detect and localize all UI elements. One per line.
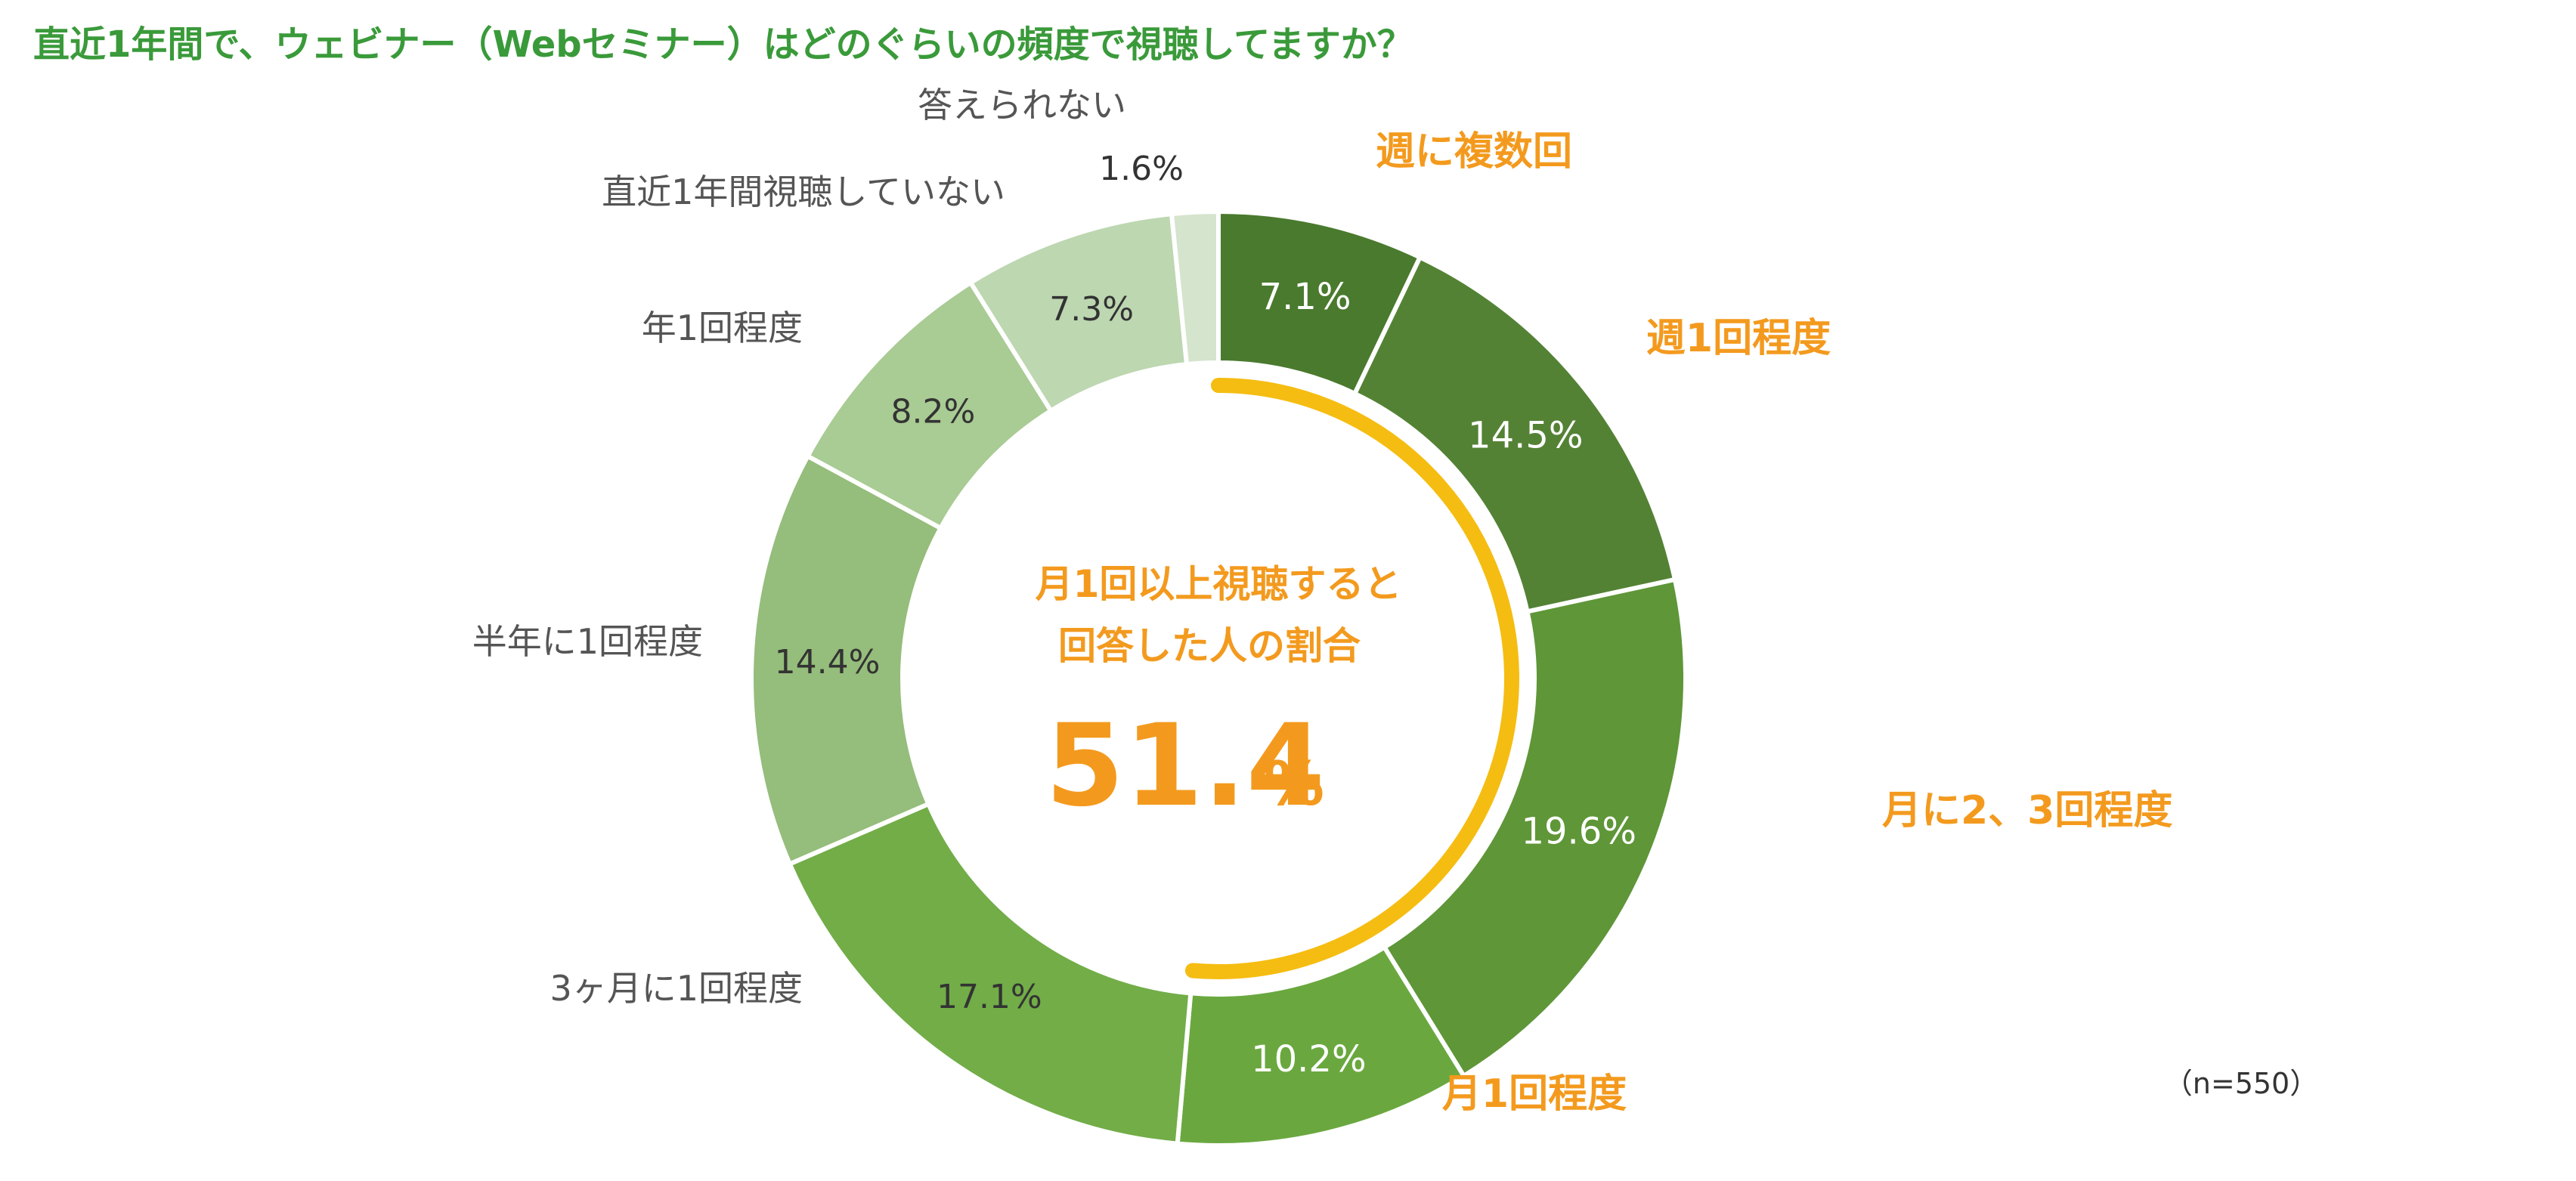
category-label-8: 直近1年間視聴していない xyxy=(602,172,1005,212)
value-label-1: 7.1% xyxy=(1259,276,1351,318)
category-label-2: 週1回程度 xyxy=(1646,316,1831,361)
value-label-9: 1.6% xyxy=(1099,150,1184,188)
slice-2 xyxy=(1351,254,1678,614)
value-labels-group: 7.1% 14.5% 19.6% 10.2% 17.1% 14.4% 8.2% 7.3% 1.6… xyxy=(775,150,1636,1081)
category-label-6: 半年に1回程度 xyxy=(472,621,703,662)
category-label-5: 3ヶ月に1回程度 xyxy=(550,968,803,1009)
slice-5 xyxy=(786,801,1194,1146)
center-percentage-unit: % xyxy=(1264,749,1324,819)
value-label-2: 14.5% xyxy=(1468,415,1583,457)
sample-size-note: （n=550） xyxy=(2164,1067,2318,1100)
category-label-7: 年1回程度 xyxy=(642,308,803,348)
value-label-4: 10.2% xyxy=(1251,1038,1366,1081)
category-label-4: 月1回程度 xyxy=(1442,1071,1627,1117)
center-caption-line1: 月1回以上視聴すると xyxy=(1036,562,1402,606)
category-label-1: 週に複数回 xyxy=(1376,129,1572,175)
center-percentage-value: 51.4 xyxy=(1045,700,1325,832)
slices-group xyxy=(749,209,1688,1148)
value-label-6: 14.4% xyxy=(775,643,881,682)
value-label-3: 19.6% xyxy=(1521,811,1636,853)
highlight-arc xyxy=(1184,378,1519,979)
value-label-8: 7.3% xyxy=(1049,290,1134,329)
slice-3 xyxy=(1381,577,1688,1080)
value-label-5: 17.1% xyxy=(937,978,1042,1016)
category-label-9: 答えられない xyxy=(918,85,1126,125)
chart-title: 直近1年間で、ウェビナー（Webセミナー）はどのぐらいの頻度で視聴してますか？ xyxy=(33,23,1413,66)
slice-9 xyxy=(1169,209,1221,367)
category-label-3: 月に2、3回程度 xyxy=(1882,788,2172,833)
center-caption-line2: 回答した人の割合 xyxy=(1058,624,1361,668)
value-label-7: 8.2% xyxy=(890,392,975,431)
